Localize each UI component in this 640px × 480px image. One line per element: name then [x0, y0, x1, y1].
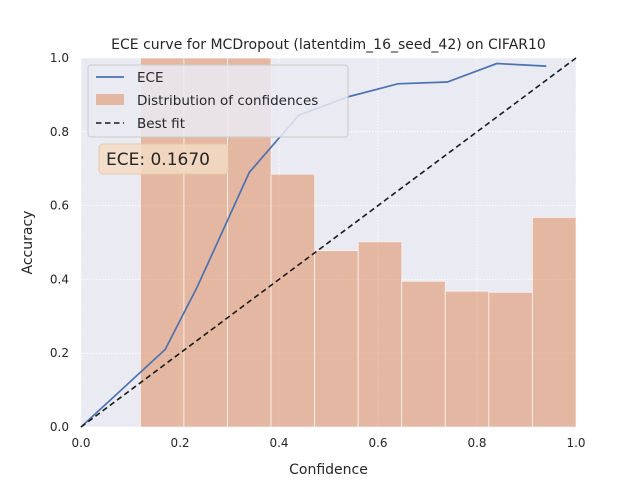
- best-fit-line: [80, 57, 577, 428]
- y-tick-label: 0.6: [50, 199, 69, 213]
- ece-annotation: ECE: 0.1670: [98, 143, 229, 175]
- legend-box: [87, 64, 349, 138]
- ece-annotation-box: [98, 143, 229, 175]
- histogram-bar: [270, 173, 316, 428]
- y-tick-label: 0.4: [50, 272, 69, 286]
- histogram-bar: [531, 216, 577, 428]
- x-tick-label: 0.4: [269, 436, 288, 450]
- histogram-bar: [444, 290, 490, 428]
- legend-histogram-label: Distribution of confidences: [137, 93, 318, 109]
- y-tick-label: 0.0: [50, 420, 69, 434]
- histogram-bar: [314, 250, 359, 428]
- histogram-bar: [401, 280, 446, 428]
- x-tick-label: 0.2: [170, 436, 189, 450]
- histogram-bars: [139, 57, 577, 428]
- y-axis-ticks: 0.0 0.2 0.4 0.6 0.8 1.0: [50, 51, 69, 434]
- x-tick-label: 0.8: [467, 436, 486, 450]
- y-axis-label: Accuracy: [20, 211, 36, 275]
- ece-annotation-text: ECE: 0.1670: [106, 150, 210, 170]
- chart-title: ECE curve for MCDropout (latentdim_16_se…: [111, 37, 546, 53]
- y-tick-label: 0.2: [50, 346, 69, 360]
- y-tick-label: 1.0: [50, 51, 69, 65]
- legend-best-fit-label: Best fit: [137, 116, 185, 132]
- x-tick-label: 1.0: [566, 436, 585, 450]
- x-tick-label: 0.6: [368, 436, 387, 450]
- y-tick-label: 0.8: [50, 125, 69, 139]
- histogram-bar: [357, 241, 403, 428]
- histogram-bar: [488, 291, 533, 428]
- x-axis-ticks: 0.0 0.2 0.4 0.6 0.8 1.0: [71, 436, 585, 450]
- legend-histogram-swatch: [96, 94, 124, 105]
- x-tick-label: 0.0: [71, 436, 90, 450]
- x-axis-label: Confidence: [289, 462, 368, 478]
- legend-ece-label: ECE: [137, 70, 164, 86]
- legend: ECE Distribution of confidences Best fit: [87, 64, 349, 138]
